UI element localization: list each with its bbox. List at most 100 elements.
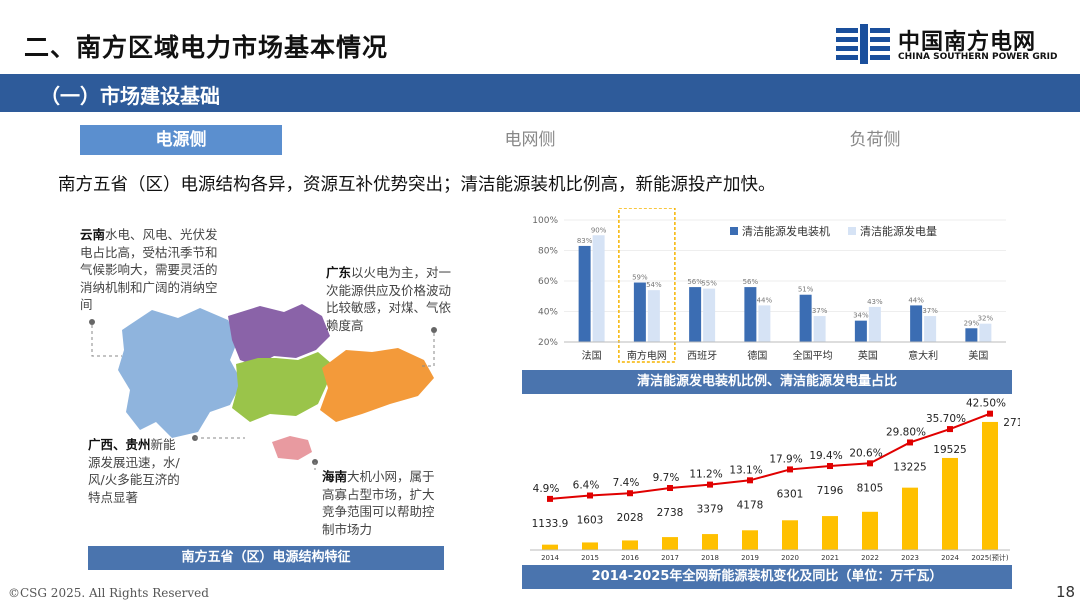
bar-generation (758, 305, 771, 342)
x-tick-label: 英国 (858, 349, 878, 362)
legend-label: 清洁能源发电装机 (742, 224, 830, 238)
ratio-label: 11.2% (689, 469, 722, 481)
x-tick-label: 2023 (901, 554, 919, 562)
ratio-marker (587, 492, 593, 499)
x-tick-label: 2024 (941, 554, 959, 562)
x-tick-label: 2016 (621, 554, 639, 562)
ratio-marker (947, 426, 953, 433)
value-label: 7196 (817, 485, 844, 497)
value-label: 8105 (857, 482, 884, 494)
bar-generation (924, 316, 937, 342)
y-tick-label: 100% (532, 216, 558, 226)
tab-power-side[interactable]: 电源侧 (80, 125, 282, 155)
x-tick-label: 2025(预计) (971, 553, 1009, 562)
legend-swatch (730, 227, 738, 235)
legend-label: 清洁能源发电量 (860, 224, 937, 238)
x-tick-label: 意大利 (908, 349, 938, 362)
bar-capacity (982, 421, 998, 550)
x-tick-label: 美国 (968, 349, 988, 362)
note-yunnan: 云南水电、风电、光伏发电占比高，受枯汛季节和气候影响大，需要灵活的消纳机制和广阔… (80, 227, 218, 312)
tab-grid-side[interactable]: 电网侧 (504, 130, 556, 150)
bar-capacity (582, 542, 598, 550)
new-energy-chart: 1133.9 2014 1603 2015 2028 2016 2738 2017 3379 20… (530, 398, 1020, 562)
ratio-marker (547, 495, 553, 502)
data-label: 37% (922, 307, 938, 315)
bar-capacity (902, 487, 918, 550)
chart2-caption: 2014-2025年全网新能源装机变化及同比（单位：万千瓦） (522, 565, 1012, 589)
ratio-label: 29.80% (886, 426, 926, 438)
page-title: 二、南方区域电力市场基本情况 (24, 33, 389, 62)
ratio-label: 13.1% (729, 464, 762, 476)
note-guangdong: 广东以火电为主，对一次能源供应及价格波动比较敏感，对煤、气依赖度高 (326, 265, 452, 333)
bar-capacity (942, 457, 958, 550)
bar-capacity (744, 287, 757, 342)
map-guizhou (228, 304, 330, 366)
data-label: 56% (743, 278, 759, 286)
data-label: 55% (701, 280, 717, 288)
ratio-marker (907, 439, 913, 446)
section-bar (0, 74, 1080, 112)
tab-load-side[interactable]: 负荷侧 (849, 130, 901, 150)
section-title: （一）市场建设基础 (40, 84, 220, 108)
x-tick-label: 2020 (781, 554, 799, 562)
ratio-marker (747, 477, 753, 484)
bar-capacity (542, 544, 558, 550)
value-label: 13225 (893, 461, 926, 473)
x-tick-label: 2017 (661, 554, 679, 562)
ratio-label: 9.7% (653, 472, 680, 484)
bar-generation (868, 306, 881, 342)
ratio-label: 4.9% (533, 483, 560, 495)
bar-generation (703, 288, 716, 342)
bar-generation (592, 235, 605, 342)
data-label: 44% (757, 296, 773, 304)
ratio-marker (707, 481, 713, 488)
x-tick-label: 法国 (582, 349, 602, 362)
y-tick-label: 60% (538, 277, 558, 287)
bar-capacity (782, 520, 798, 550)
value-label: 27164 (1003, 417, 1020, 429)
value-label: 1133.9 (532, 518, 569, 530)
data-label: 90% (591, 226, 607, 234)
y-tick-label: 20% (538, 338, 558, 348)
value-label: 2028 (617, 512, 644, 524)
map-guangdong (320, 348, 434, 422)
logo-text-en: CHINA SOUTHERN POWER GRID (898, 52, 1058, 62)
bar-generation (647, 290, 660, 342)
ratio-line (549, 412, 991, 500)
bar-capacity (822, 516, 838, 550)
data-label: 34% (853, 312, 869, 320)
y-tick-label: 40% (538, 308, 558, 318)
ratio-label: 20.6% (849, 447, 882, 459)
ratio-marker (827, 463, 833, 470)
bar-capacity (910, 305, 923, 342)
bar-capacity (689, 287, 702, 342)
ratio-marker (787, 466, 793, 473)
bar-capacity (854, 320, 867, 342)
note-hainan: 海南大机小网，属于高寡占型市场，扩大竞争范围可以帮助控制市场力 (322, 469, 435, 537)
data-label: 29% (964, 319, 980, 327)
x-tick-label: 2018 (701, 554, 719, 562)
bar-capacity (633, 282, 646, 342)
map-caption: 南方五省（区）电源结构特征 (88, 546, 444, 570)
map-guangxi (232, 352, 332, 422)
ratio-label: 6.4% (573, 479, 600, 491)
x-tick-label: 2019 (741, 554, 759, 562)
copyright: ©CSG 2025. All Rights Reserved (8, 586, 209, 600)
ratio-label: 35.70% (926, 413, 966, 425)
data-label: 44% (908, 296, 924, 304)
highlight-box (618, 208, 676, 363)
value-label: 1603 (577, 514, 604, 526)
page-number: 18 (1056, 583, 1076, 601)
data-label: 32% (978, 315, 994, 323)
data-label: 51% (798, 286, 814, 294)
data-label: 56% (687, 278, 703, 286)
value-label: 3379 (697, 504, 724, 516)
data-label: 59% (632, 274, 648, 282)
map-hainan (272, 436, 312, 460)
x-tick-label: 2015 (581, 554, 599, 562)
map-yunnan (118, 308, 242, 438)
csg-logo-icon (836, 24, 890, 64)
ratio-marker (627, 490, 633, 497)
x-tick-label: 南方电网 (627, 349, 667, 362)
x-tick-label: 西班牙 (687, 350, 717, 362)
